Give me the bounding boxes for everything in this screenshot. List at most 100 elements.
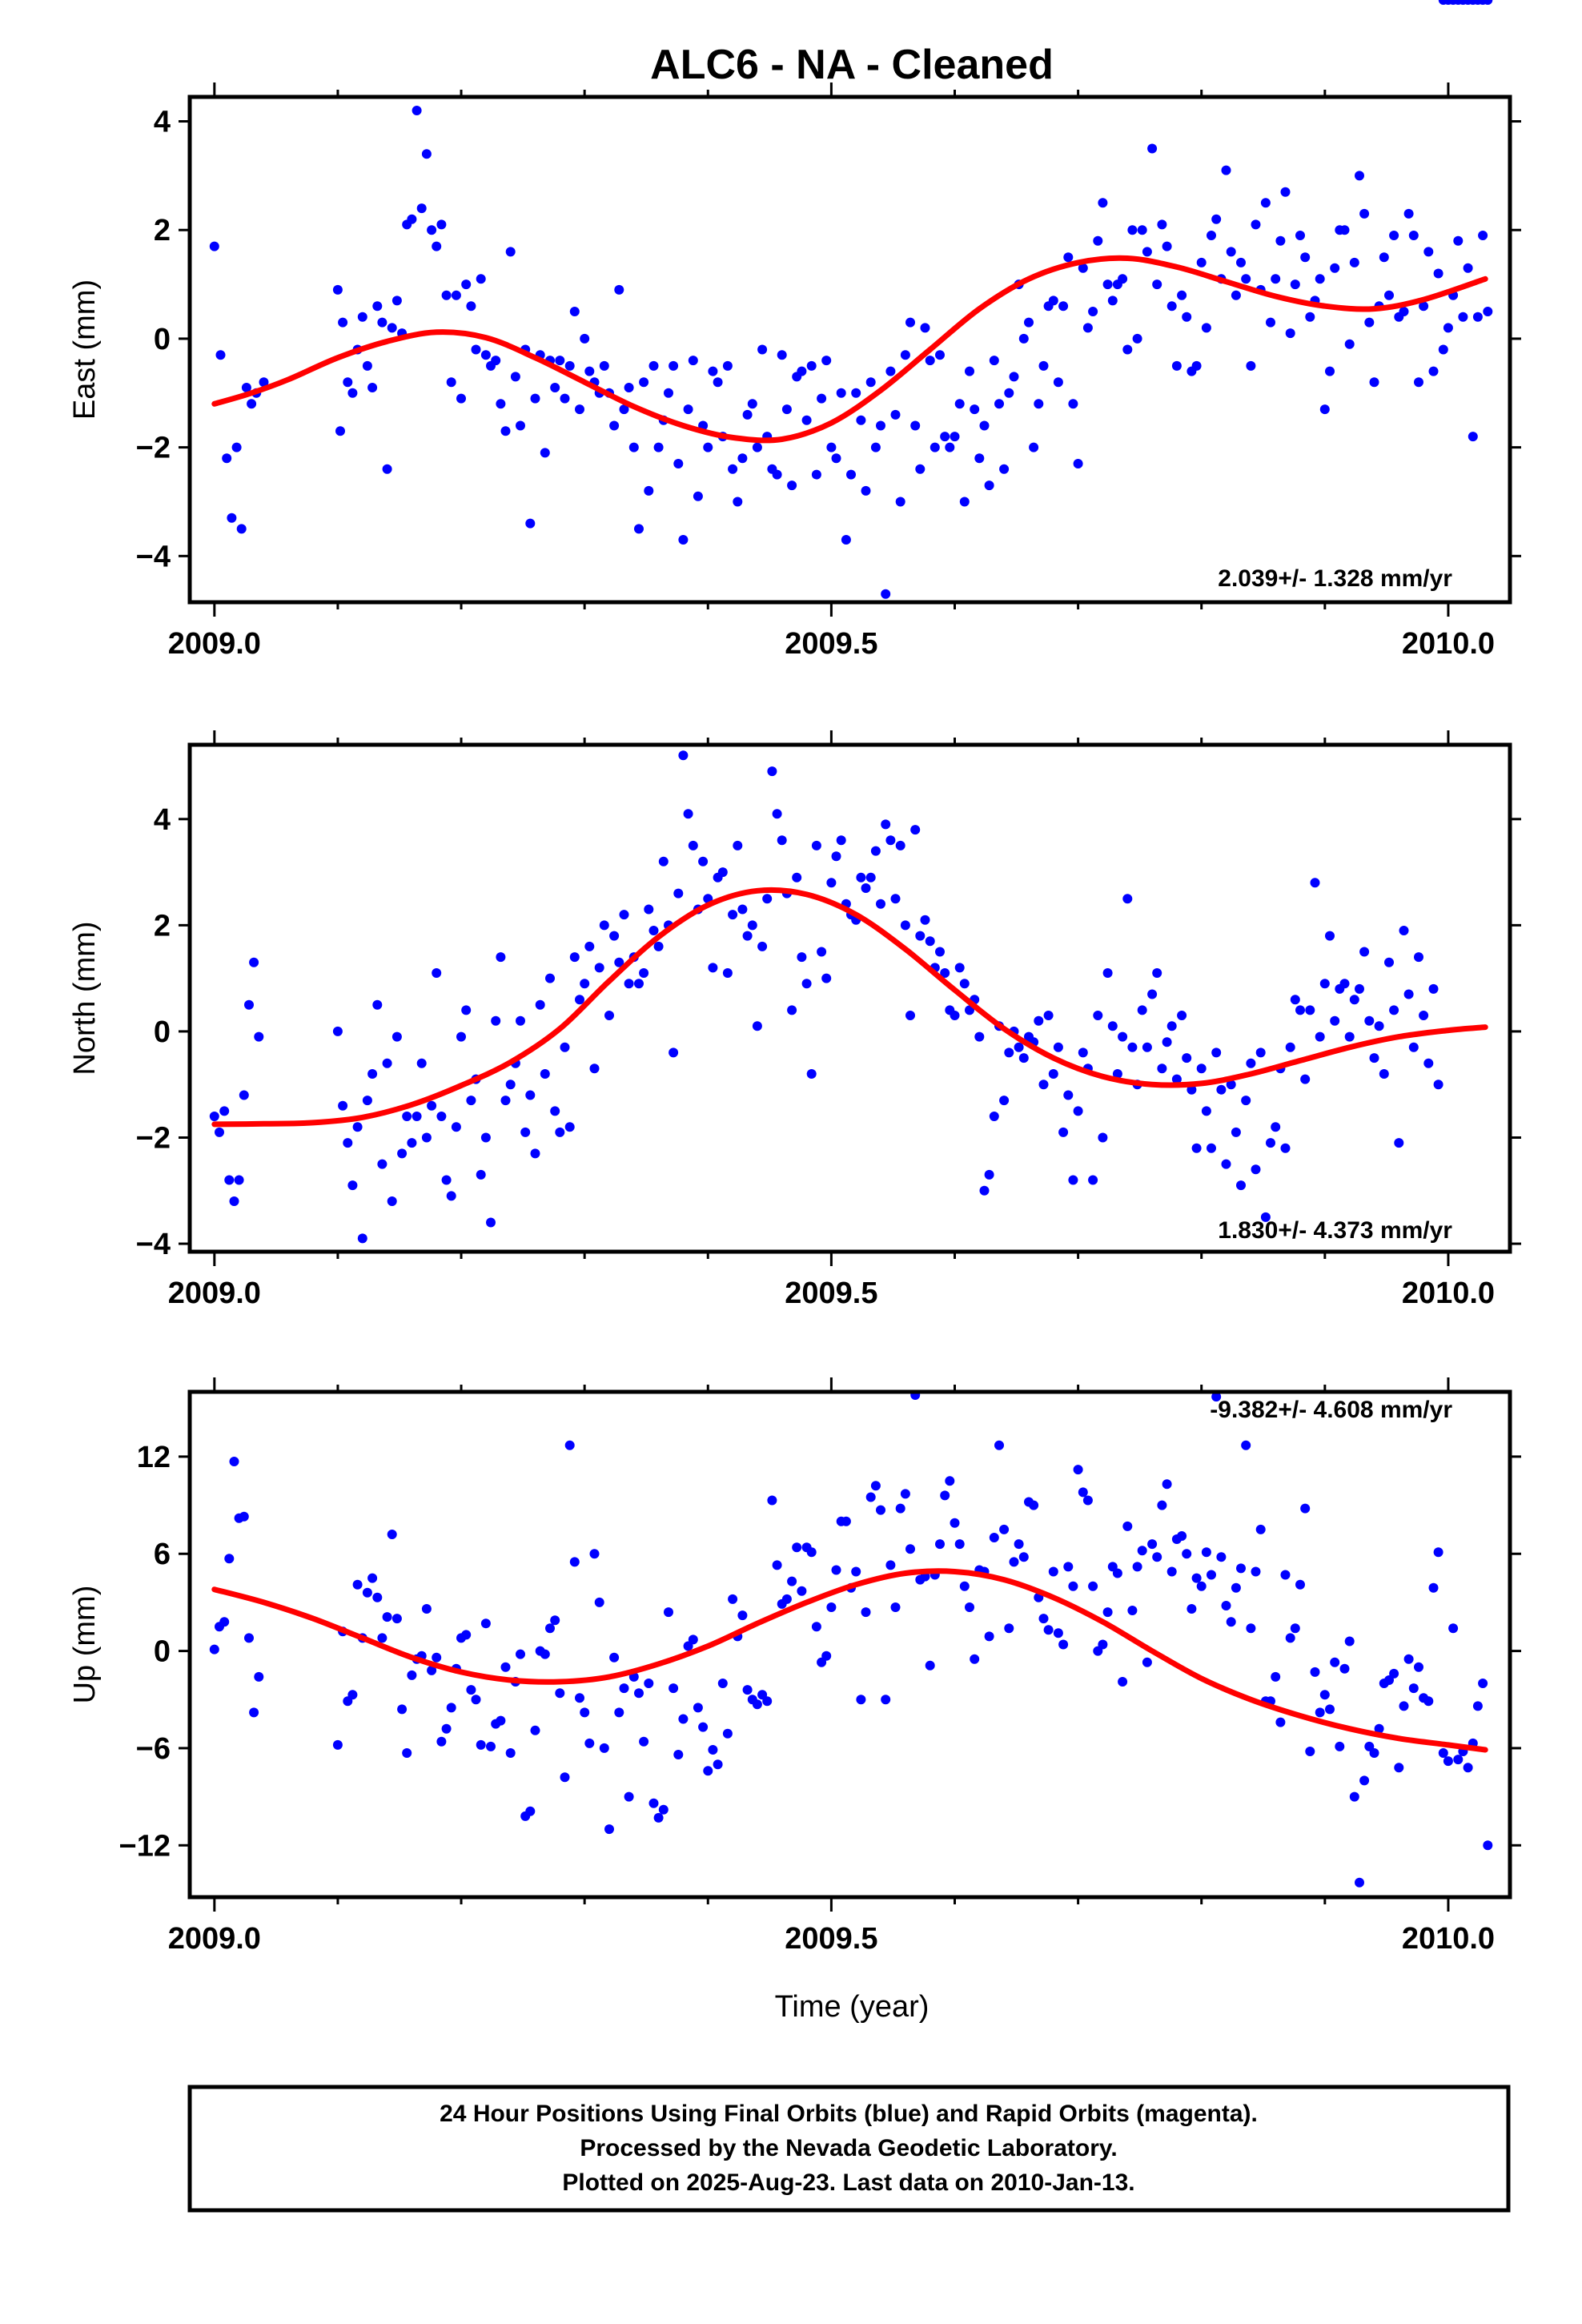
data-point [1423,1058,1434,1068]
data-point [1063,252,1074,263]
data-point [999,1524,1010,1534]
data-point [555,1127,565,1137]
data-point [945,442,955,452]
data-point [664,388,673,398]
data-point [979,420,990,431]
data-point [1319,979,1330,989]
data-point [1414,377,1423,388]
data-point [1127,1042,1138,1052]
data-point [910,420,921,431]
data-point [1241,1440,1251,1450]
data-point [1433,1080,1443,1090]
data-point [1423,1696,1434,1707]
data-point [1207,1143,1216,1153]
data-point [1359,947,1370,957]
data-point [1063,1562,1074,1572]
data-point [412,1112,422,1121]
data-point [1201,323,1211,333]
data-point [728,464,738,474]
data-point [1201,1547,1211,1558]
data-point [580,979,590,989]
data-point [1364,1741,1375,1751]
data-point [1310,878,1320,888]
data-point [905,317,915,328]
data-point [653,442,664,452]
data-point [737,1610,748,1621]
data-point [1182,312,1192,322]
data-point [940,1490,950,1501]
fit-curve-up [211,1568,1488,1753]
data-point [693,491,703,501]
data-point [609,1652,620,1663]
data-point [1394,1763,1404,1773]
data-point [1266,317,1275,328]
data-point [999,464,1010,474]
data-point [1355,983,1364,994]
data-point [1310,1667,1320,1677]
data-point [377,1633,387,1643]
data-point [722,360,733,371]
data-point [1137,1005,1147,1015]
data-point [619,910,629,920]
data-point [669,1683,679,1694]
data-point [870,1481,881,1491]
data-point [1335,1741,1345,1751]
data-point [569,952,580,963]
data-point [496,399,506,409]
data-point [584,1738,595,1748]
data-point [678,535,689,545]
y-tick-label: 2 [154,909,171,943]
data-point [525,518,536,529]
data-point [708,1745,718,1755]
data-point [1364,317,1375,328]
data-point [648,926,659,935]
data-point [1122,894,1133,904]
data-point [895,840,905,850]
data-point [560,1042,570,1052]
data-point [989,356,999,366]
data-point [634,524,644,534]
data-point [1414,1662,1423,1672]
data-point [540,1069,550,1079]
data-point [1305,312,1315,322]
data-point [1196,1581,1207,1591]
data-point [708,366,718,376]
data-point [367,1069,378,1079]
data-point [1018,1053,1029,1063]
data-point [1231,290,1241,300]
data-point [713,377,723,388]
data-point [1127,1606,1138,1615]
data-point [530,1725,540,1735]
data-point [1004,1047,1014,1058]
data-point [1048,296,1058,306]
data-point [387,323,397,333]
data-point [1408,231,1419,240]
data-point [673,1750,684,1759]
data-point [703,442,713,452]
data-point [480,1132,491,1143]
data-point [1102,968,1113,978]
data-point [910,825,921,835]
data-point [930,442,940,452]
y-tick-label: −4 [136,540,171,573]
data-point [1093,1011,1103,1020]
data-point [432,968,442,978]
chart-title: ALC6 - NA - Cleaned [650,42,1054,88]
data-point [1349,995,1359,1005]
data-point [516,1015,525,1026]
data-point [382,1612,392,1622]
data-point [826,442,837,452]
data-point [391,296,402,306]
data-point [737,453,748,464]
data-point [249,957,259,967]
data-point [229,1196,239,1206]
data-point [382,464,392,474]
data-point [564,1122,575,1132]
data-point [540,448,550,458]
data-point [881,819,891,830]
data-point [1053,377,1063,388]
data-point [787,480,797,491]
data-point [831,453,841,464]
data-point [865,872,876,883]
data-point [486,1741,496,1751]
